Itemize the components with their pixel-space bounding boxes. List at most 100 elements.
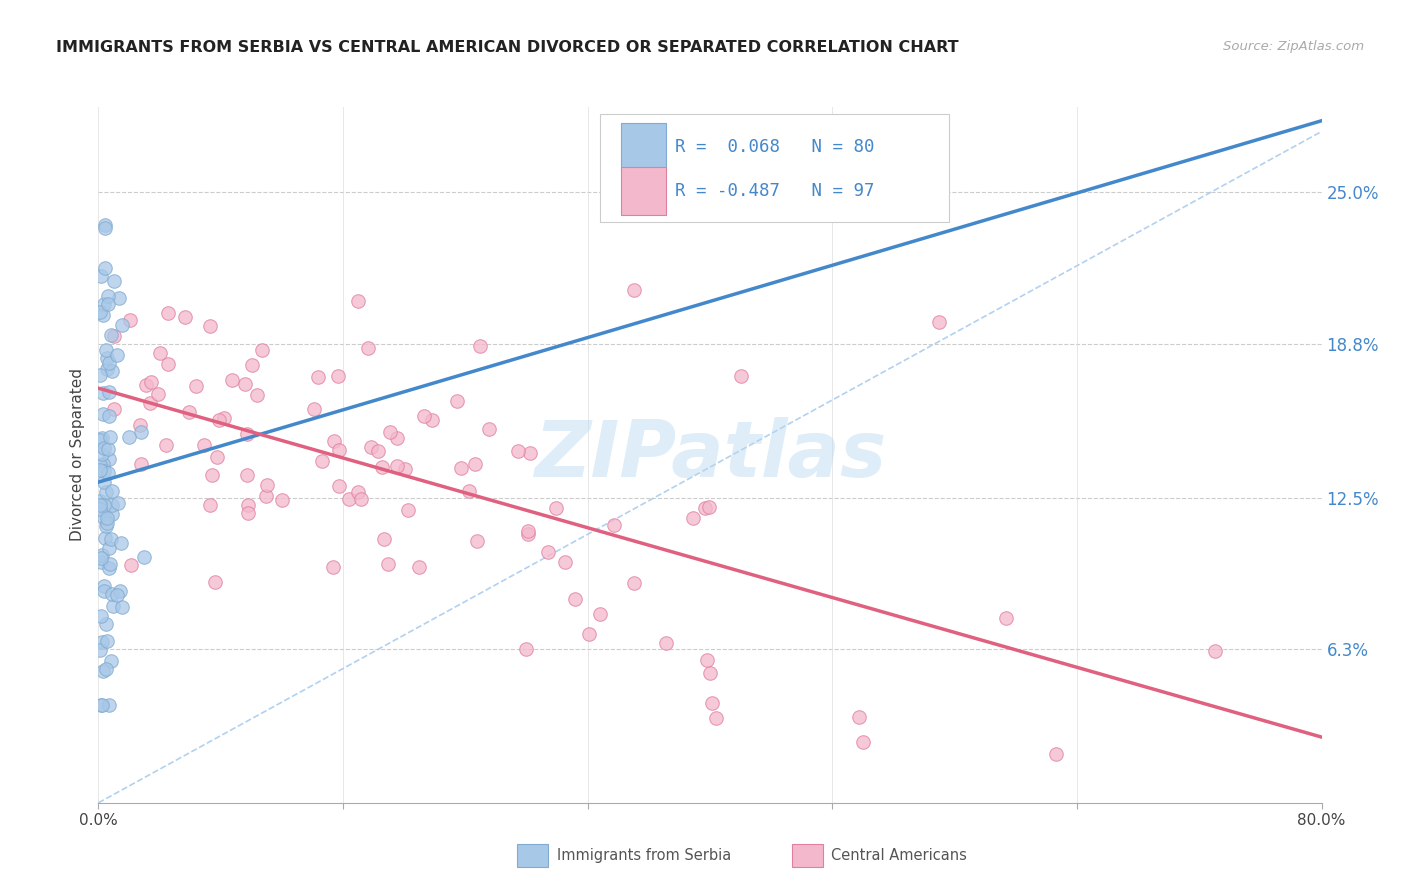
- Point: [236, 507, 259, 521]
- Point: [350, 491, 373, 506]
- Point: [96, 351, 118, 365]
- Point: [97, 355, 120, 369]
- Point: [205, 450, 228, 465]
- Point: [373, 532, 395, 546]
- Point: [347, 294, 370, 309]
- Point: [93, 579, 115, 593]
- Point: [385, 432, 408, 446]
- Point: [464, 457, 486, 471]
- Point: [457, 484, 479, 499]
- Point: [96, 361, 118, 376]
- Point: [91, 431, 114, 445]
- Point: [120, 558, 142, 572]
- Point: [108, 583, 131, 598]
- Point: [89, 368, 111, 382]
- Point: [201, 467, 224, 482]
- Point: [256, 478, 278, 492]
- Point: [101, 599, 124, 613]
- Point: [89, 458, 111, 472]
- Point: [378, 425, 401, 439]
- Point: [93, 583, 115, 598]
- Point: [377, 558, 399, 572]
- Point: [506, 444, 529, 458]
- Point: [408, 560, 430, 574]
- Point: [98, 698, 121, 713]
- Point: [204, 574, 226, 589]
- Point: [450, 461, 472, 475]
- Point: [89, 643, 111, 657]
- Text: ZIPatlas: ZIPatlas: [534, 417, 886, 493]
- Text: IMMIGRANTS FROM SERBIA VS CENTRAL AMERICAN DIVORCED OR SEPARATED CORRELATION CHA: IMMIGRANTS FROM SERBIA VS CENTRAL AMERIC…: [56, 40, 959, 55]
- Point: [623, 283, 645, 297]
- Point: [149, 346, 172, 360]
- Point: [91, 447, 114, 461]
- FancyBboxPatch shape: [620, 167, 666, 215]
- Point: [105, 588, 128, 602]
- Point: [93, 532, 115, 546]
- Point: [848, 710, 870, 724]
- Point: [93, 498, 115, 512]
- Point: [517, 524, 540, 539]
- Point: [413, 409, 436, 423]
- Point: [91, 385, 114, 400]
- Point: [107, 496, 129, 510]
- Point: [100, 327, 122, 342]
- Point: [97, 541, 120, 555]
- Point: [93, 475, 115, 489]
- Point: [91, 664, 114, 678]
- Point: [118, 313, 141, 327]
- Point: [90, 609, 112, 624]
- Point: [98, 409, 121, 423]
- Point: [90, 698, 112, 713]
- Point: [97, 385, 120, 400]
- Point: [96, 519, 118, 533]
- Point: [94, 218, 117, 232]
- Point: [118, 430, 141, 444]
- Point: [89, 304, 111, 318]
- Point: [156, 306, 179, 320]
- Point: [135, 378, 157, 392]
- Point: [564, 591, 586, 606]
- Point: [101, 364, 124, 378]
- Point: [387, 458, 409, 473]
- Point: [155, 438, 177, 452]
- Point: [141, 375, 163, 389]
- Point: [90, 268, 112, 283]
- Point: [420, 413, 443, 427]
- Point: [250, 343, 273, 357]
- Point: [89, 494, 111, 508]
- Text: R =  0.068   N = 80: R = 0.068 N = 80: [675, 137, 875, 156]
- Point: [103, 401, 125, 416]
- Point: [94, 260, 117, 275]
- Point: [328, 479, 350, 493]
- Point: [699, 665, 721, 680]
- Text: R = -0.487   N = 97: R = -0.487 N = 97: [675, 182, 875, 200]
- Y-axis label: Divorced or Separated: Divorced or Separated: [70, 368, 86, 541]
- Point: [98, 452, 121, 467]
- Point: [131, 457, 153, 471]
- Text: Source: ZipAtlas.com: Source: ZipAtlas.com: [1223, 40, 1364, 54]
- Point: [96, 516, 118, 530]
- Point: [254, 489, 277, 503]
- Point: [93, 510, 115, 524]
- Point: [695, 501, 717, 516]
- Point: [328, 369, 350, 384]
- Point: [90, 555, 112, 569]
- Point: [91, 407, 114, 421]
- Point: [89, 433, 111, 447]
- Point: [94, 616, 117, 631]
- Point: [198, 319, 221, 334]
- Point: [367, 444, 389, 458]
- Point: [193, 438, 215, 452]
- Point: [928, 315, 950, 329]
- Point: [322, 559, 344, 574]
- Point: [236, 427, 259, 442]
- Point: [307, 370, 329, 384]
- Point: [588, 607, 610, 621]
- Point: [730, 368, 752, 383]
- Point: [994, 611, 1017, 625]
- Point: [578, 627, 600, 641]
- Point: [93, 297, 115, 311]
- Point: [655, 636, 678, 650]
- Point: [696, 653, 718, 667]
